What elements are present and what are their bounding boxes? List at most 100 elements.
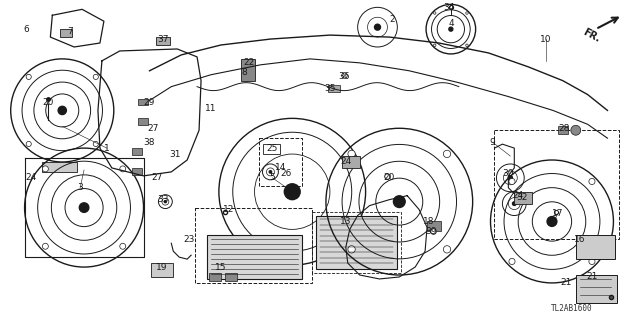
Bar [576,275,618,303]
Text: 10: 10 [540,35,552,44]
Bar [515,192,532,204]
Circle shape [433,12,436,14]
Text: 22: 22 [243,58,254,67]
Text: 26: 26 [280,169,292,178]
Bar [576,235,616,259]
Text: 9: 9 [490,138,495,147]
Circle shape [433,44,436,46]
Circle shape [509,258,515,265]
Text: 39: 39 [425,227,436,236]
Bar [152,263,173,277]
Text: TL2AB1600: TL2AB1600 [551,304,593,313]
Circle shape [589,258,595,265]
Text: 3: 3 [77,183,83,192]
Bar [262,144,280,154]
Text: 20: 20 [43,98,54,107]
Text: 36: 36 [338,72,349,81]
Text: 24: 24 [25,173,36,182]
Circle shape [348,246,355,253]
Text: 8: 8 [242,68,248,77]
Text: 16: 16 [574,235,586,244]
Circle shape [513,202,516,205]
Bar [312,212,401,273]
Text: 32: 32 [516,193,528,202]
Bar [241,59,255,81]
Text: 21: 21 [560,278,572,287]
Bar [558,126,568,134]
Bar [138,118,147,125]
Circle shape [348,150,355,157]
Bar [259,138,302,186]
Bar [328,85,340,92]
Circle shape [466,44,468,46]
Circle shape [284,184,300,200]
Circle shape [26,141,31,147]
Text: 28: 28 [558,124,570,133]
Bar [225,273,237,281]
Circle shape [508,176,513,180]
Circle shape [58,106,67,115]
Bar [132,148,141,155]
Bar [138,99,147,106]
Text: 17: 17 [552,209,564,218]
Text: 7: 7 [67,27,73,36]
Text: 33: 33 [157,195,169,204]
Text: 21: 21 [586,272,597,282]
Circle shape [374,24,380,30]
Circle shape [26,74,31,79]
Bar [60,29,72,37]
Bar [132,168,141,175]
Circle shape [93,74,99,79]
Bar [427,221,441,231]
Text: 6: 6 [24,25,29,34]
Text: 30: 30 [502,169,514,178]
Text: 29: 29 [144,98,155,107]
Circle shape [269,171,271,173]
Circle shape [93,141,99,147]
Circle shape [394,196,405,207]
Bar [209,273,221,281]
Bar [42,162,77,172]
Text: 18: 18 [423,217,435,226]
Circle shape [571,125,580,135]
Text: 35: 35 [324,84,335,93]
Text: 1: 1 [104,144,109,153]
Text: 19: 19 [156,263,167,272]
Text: 38: 38 [144,138,156,147]
Text: 15: 15 [215,263,227,272]
Text: 24: 24 [513,191,524,200]
Bar [156,37,170,45]
Text: 2: 2 [390,15,395,24]
Bar [195,208,312,283]
Text: 5: 5 [269,173,275,182]
Circle shape [164,201,166,203]
Circle shape [120,166,125,172]
Text: 14: 14 [275,164,286,172]
Circle shape [466,12,468,14]
Text: 23: 23 [184,235,195,244]
Text: 27: 27 [148,124,159,133]
Text: 4: 4 [449,19,454,28]
Circle shape [449,27,453,31]
Circle shape [79,203,89,212]
Bar [342,156,360,168]
Text: 20: 20 [384,173,395,182]
Bar [495,130,620,239]
Text: FR.: FR. [581,27,602,44]
Text: 27: 27 [152,173,163,182]
Text: 37: 37 [157,35,169,44]
Circle shape [42,243,49,249]
Text: 31: 31 [170,149,181,158]
Text: 24: 24 [340,157,351,166]
Bar [207,235,302,279]
Text: 13: 13 [340,217,351,226]
Circle shape [509,179,515,185]
Text: 12: 12 [223,205,234,214]
Text: 34: 34 [443,3,454,12]
Text: 25: 25 [267,144,278,153]
Circle shape [444,150,451,157]
Circle shape [589,179,595,185]
Text: 11: 11 [205,104,217,113]
Circle shape [444,246,451,253]
Bar [316,215,397,269]
